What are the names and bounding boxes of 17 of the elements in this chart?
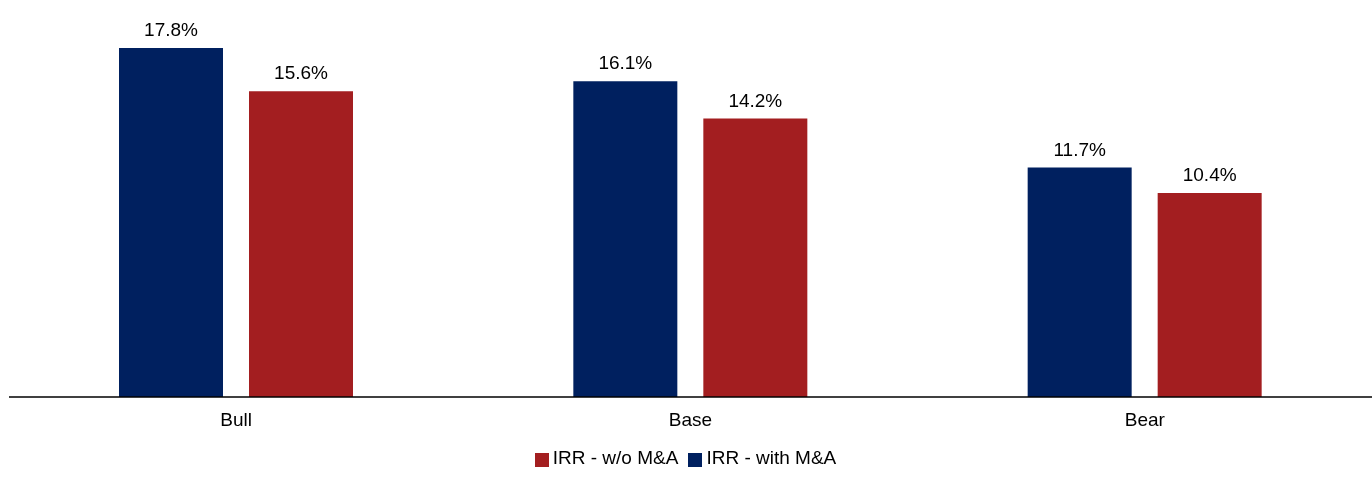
bar [249,91,353,397]
data-label: 15.6% [274,62,329,84]
bar [703,118,808,397]
data-label: 17.8% [144,19,199,40]
data-label: 11.7% [1053,138,1106,160]
legend-label: IRR - with M&A [706,447,837,468]
bar [1027,167,1132,397]
data-label: 14.2% [728,89,783,111]
x-tick-label: Bear [1124,409,1166,431]
x-tick-label: Bull [220,409,253,431]
bar [119,48,223,397]
bar [573,81,678,397]
data-label: 10.4% [1182,164,1237,186]
legend-label: IRR - w/o M&A [552,447,679,468]
x-tick-label: Base [668,409,713,431]
data-label: 16.1% [598,52,653,74]
bar [1157,193,1262,397]
